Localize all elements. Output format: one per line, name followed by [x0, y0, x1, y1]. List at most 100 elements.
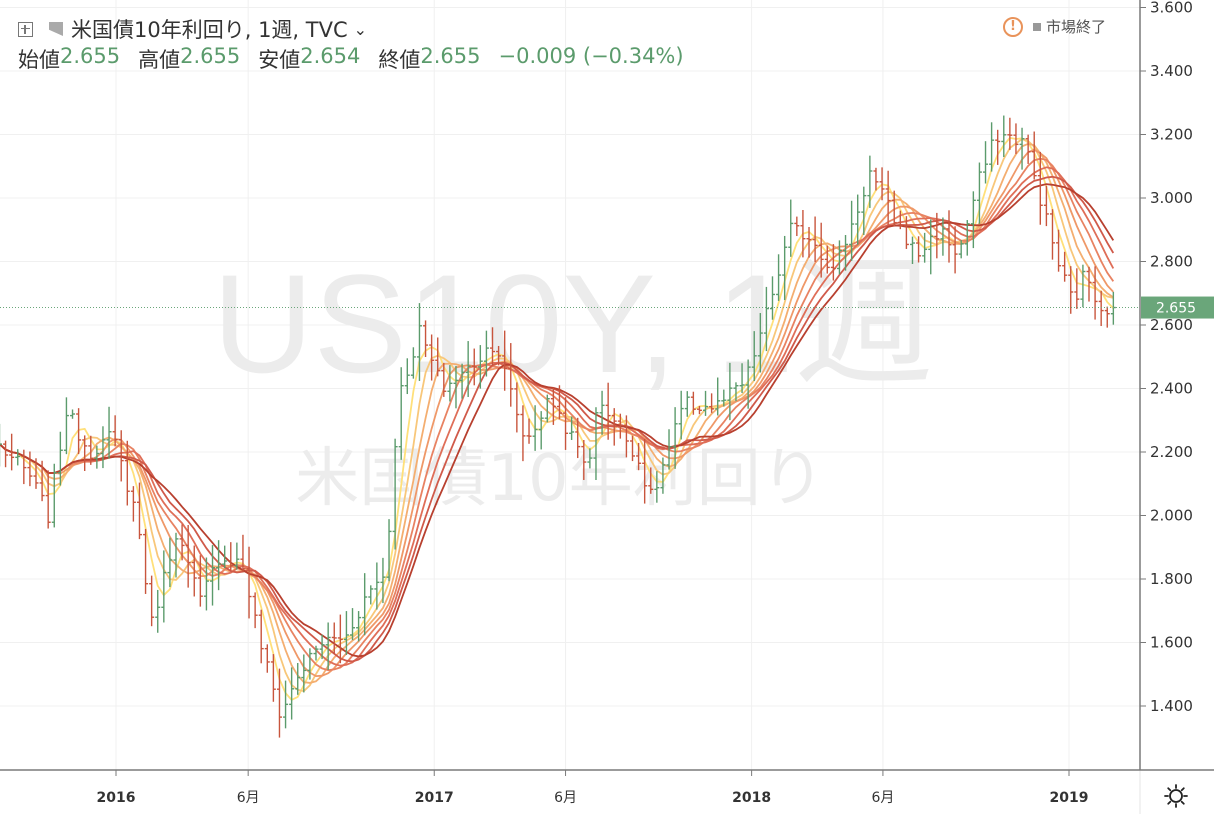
ohlc-bar [429, 334, 435, 381]
ohlc-bar [325, 622, 331, 670]
ohlc-bar [21, 449, 27, 485]
ohlc-bar [404, 358, 410, 395]
ohlc-bar [1043, 185, 1049, 227]
ohlc-bar [374, 562, 380, 610]
last-price-text: 2.655 [1156, 301, 1196, 317]
ohlc-bar [1074, 268, 1080, 309]
open-label: 始値 [18, 48, 60, 72]
ohlc-bar [185, 524, 191, 588]
high-value: 2.655 [180, 44, 241, 68]
ohlc-bar [763, 286, 769, 352]
ohlc-bar [100, 426, 106, 469]
ohlc-bar [989, 122, 995, 172]
watermark-name: 米国債10年利回り [295, 442, 824, 516]
ohlc-bar [234, 542, 240, 570]
settings-gear-icon[interactable] [1163, 783, 1189, 809]
ohlc-bar [1068, 266, 1074, 314]
ohlc-bar [270, 654, 276, 702]
ohlc-bar [0, 423, 2, 467]
ohlc-bar [216, 540, 222, 591]
ohlc-bar [1013, 123, 1019, 154]
ohlc-bar [258, 609, 264, 664]
ohlc-bar [386, 519, 392, 582]
y-tick-label: 1.800 [1150, 570, 1193, 588]
ohlc-bar [922, 232, 928, 263]
market-status-text: 市場終了 [1046, 18, 1107, 36]
ohlc-row: 始値 2.655 高値 2.655 安値 2.654 終値 2.655 −0.0… [18, 44, 684, 74]
flag-icon [49, 22, 63, 36]
ohlc-bar [800, 209, 806, 258]
ohlc-bar [995, 129, 1001, 165]
ohlc-bar [812, 216, 818, 262]
market-status[interactable]: ! 市場終了 [1003, 16, 1106, 37]
ohlc-bar [1007, 117, 1013, 150]
ohlc-bar [794, 216, 800, 237]
ohlc-bar [696, 405, 702, 415]
ohlc-bar [9, 433, 15, 471]
ohlc-bar [459, 363, 465, 399]
status-square-icon [1033, 22, 1041, 31]
ohlc-bar [167, 537, 173, 588]
ohlc-bar [690, 391, 696, 415]
y-tick-label: 3.400 [1150, 62, 1193, 80]
ohlc-bar [1001, 115, 1007, 158]
ohlc-bar [508, 343, 514, 407]
ohlc-bar [1080, 264, 1086, 308]
ohlc-bar [453, 365, 459, 409]
y-tick-label: 3.600 [1150, 0, 1193, 17]
ohlc-bar [264, 644, 270, 673]
ohlc-bar [173, 532, 179, 578]
ohlc-bar [532, 405, 538, 451]
last-price-label: 2.655 [1141, 296, 1214, 319]
ohlc-bar [343, 611, 349, 655]
ohlc-bar [550, 387, 556, 425]
x-tick-label: 2019 [1050, 790, 1089, 806]
ohlc-bar [928, 219, 934, 275]
ohlc-bar [447, 365, 453, 402]
add-symbol-icon[interactable] [18, 21, 33, 37]
ohlc-bar [471, 348, 477, 386]
y-axis[interactable]: 1.400 1.600 1.800 2.000 2.200 2.400 2.600 2.800… [1140, 0, 1193, 715]
ohlc-bar [416, 303, 422, 381]
ohlc-bar [526, 418, 532, 444]
x-tick-label: 6月 [554, 790, 577, 806]
y-tick-label: 2.400 [1150, 380, 1193, 398]
chevron-down-icon[interactable]: ⌄ [353, 19, 368, 39]
ma-ribbon [0, 136, 1115, 702]
ohlc-bar [903, 216, 909, 249]
ohlc-bar [118, 430, 124, 482]
ohlc-bar [861, 186, 867, 235]
ohlc-bar [617, 413, 623, 439]
low-label: 安値 [258, 48, 301, 72]
y-tick-label: 3.000 [1150, 189, 1193, 207]
ohlc-bar [398, 367, 404, 460]
ohlc-bar [39, 460, 45, 502]
x-axis[interactable]: 2016 6月 2017 6月 2018 6月 2019 [97, 770, 1089, 806]
ohlc-bar [599, 390, 605, 435]
ohlc-bar [130, 486, 136, 522]
ohlc-bar [556, 385, 562, 420]
ohlc-bar [106, 406, 112, 459]
ohlc-bar [191, 545, 197, 597]
ohlc-bar [1062, 251, 1068, 282]
symbol-title[interactable]: 米国債10年利回り, 1週, TVC [71, 18, 348, 42]
ohlc-bar [179, 524, 185, 561]
ohlc-bar [112, 415, 118, 447]
ohlc-bar [197, 555, 203, 607]
y-tick-label: 2.800 [1150, 253, 1193, 271]
ohlc-bar [581, 440, 587, 480]
ohlc-bar [569, 416, 575, 440]
ohlc-bar [849, 200, 855, 261]
ohlc-bar [331, 622, 337, 655]
ohlc-bar [423, 320, 429, 358]
ohlc-bar [703, 390, 709, 416]
ohlc-bar [124, 440, 130, 506]
ohlc-bar [788, 199, 794, 257]
watermark-symbol: US10Y, 1週 [212, 245, 933, 402]
ohlc-bar [1086, 266, 1092, 302]
warning-icon[interactable]: ! [1003, 16, 1023, 37]
ohlc-bar [368, 585, 374, 605]
ohlc-bar [909, 236, 915, 265]
ohlc-bar [885, 170, 891, 225]
